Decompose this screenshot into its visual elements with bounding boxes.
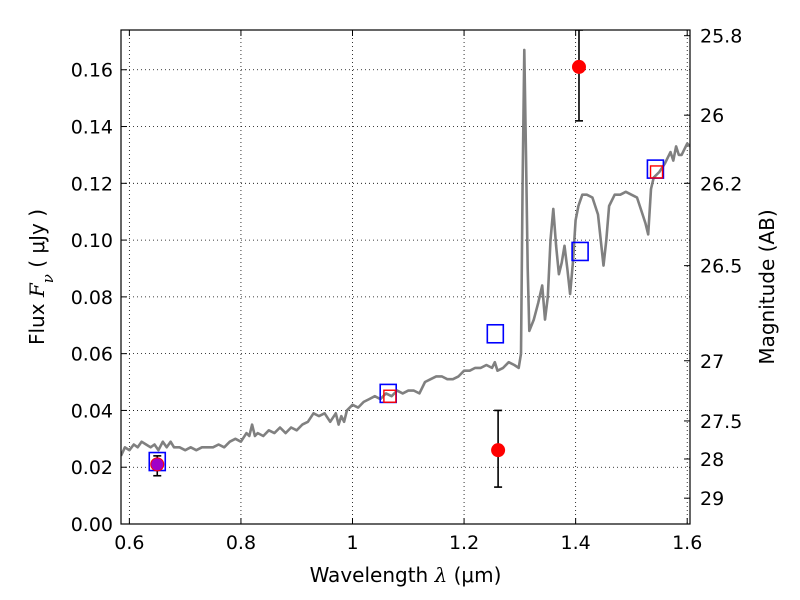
x-tick-label: 1.2 <box>449 532 479 554</box>
observed-point-purple <box>151 458 164 471</box>
x-tick-label: 1.6 <box>672 532 702 554</box>
plot-frame <box>120 29 691 525</box>
model-point-square-red <box>383 389 397 403</box>
right-axis-label: Magnitude (AB) <box>755 209 779 364</box>
right-tick-label: 27 <box>700 351 724 373</box>
observed-point <box>571 59 586 74</box>
grid <box>121 30 690 525</box>
model-point-square <box>486 323 505 344</box>
y-axis-label: Flux Fν ( μJy ) <box>25 209 57 345</box>
x-tick-label: 0.6 <box>114 532 144 554</box>
y-tick-label: 0.04 <box>71 400 113 422</box>
model-point-square <box>571 241 589 262</box>
y-tick-label: 0.06 <box>71 344 113 366</box>
y-tick-label: 0.14 <box>71 117 113 139</box>
y-tick-label: 0.10 <box>71 230 113 252</box>
right-tick-label: 28 <box>700 449 724 471</box>
y-tick-label: 0.12 <box>71 173 113 195</box>
right-tick-label: 29 <box>700 488 724 510</box>
observed-point <box>491 443 506 458</box>
right-tick-label: 25.8 <box>700 26 742 48</box>
right-tick-label: 26 <box>700 105 724 127</box>
plot-area <box>121 30 690 488</box>
y-tick-label: 0.02 <box>71 457 113 479</box>
y-tick-label: 0.08 <box>71 287 113 309</box>
right-tick-label: 26.2 <box>700 173 742 195</box>
x-axis-label: Wavelength λ (μm) <box>310 563 502 587</box>
y-tick-label: 0.00 <box>71 514 113 536</box>
model-point-square-red <box>649 165 664 179</box>
x-tick-label: 1 <box>346 532 358 554</box>
x-tick-label: 0.8 <box>226 532 256 554</box>
right-tick-label: 26.5 <box>700 256 742 278</box>
right-tick-label: 27.5 <box>700 411 742 433</box>
y-tick-label: 0.16 <box>71 60 113 82</box>
x-tick-label: 1.4 <box>561 532 591 554</box>
ticks: 0.6 0.8 1 1.2 1.4 1.6 0.00 0.02 0.04 0.06 0.08 0.10… <box>71 26 743 554</box>
spectrum-line <box>121 48 690 457</box>
